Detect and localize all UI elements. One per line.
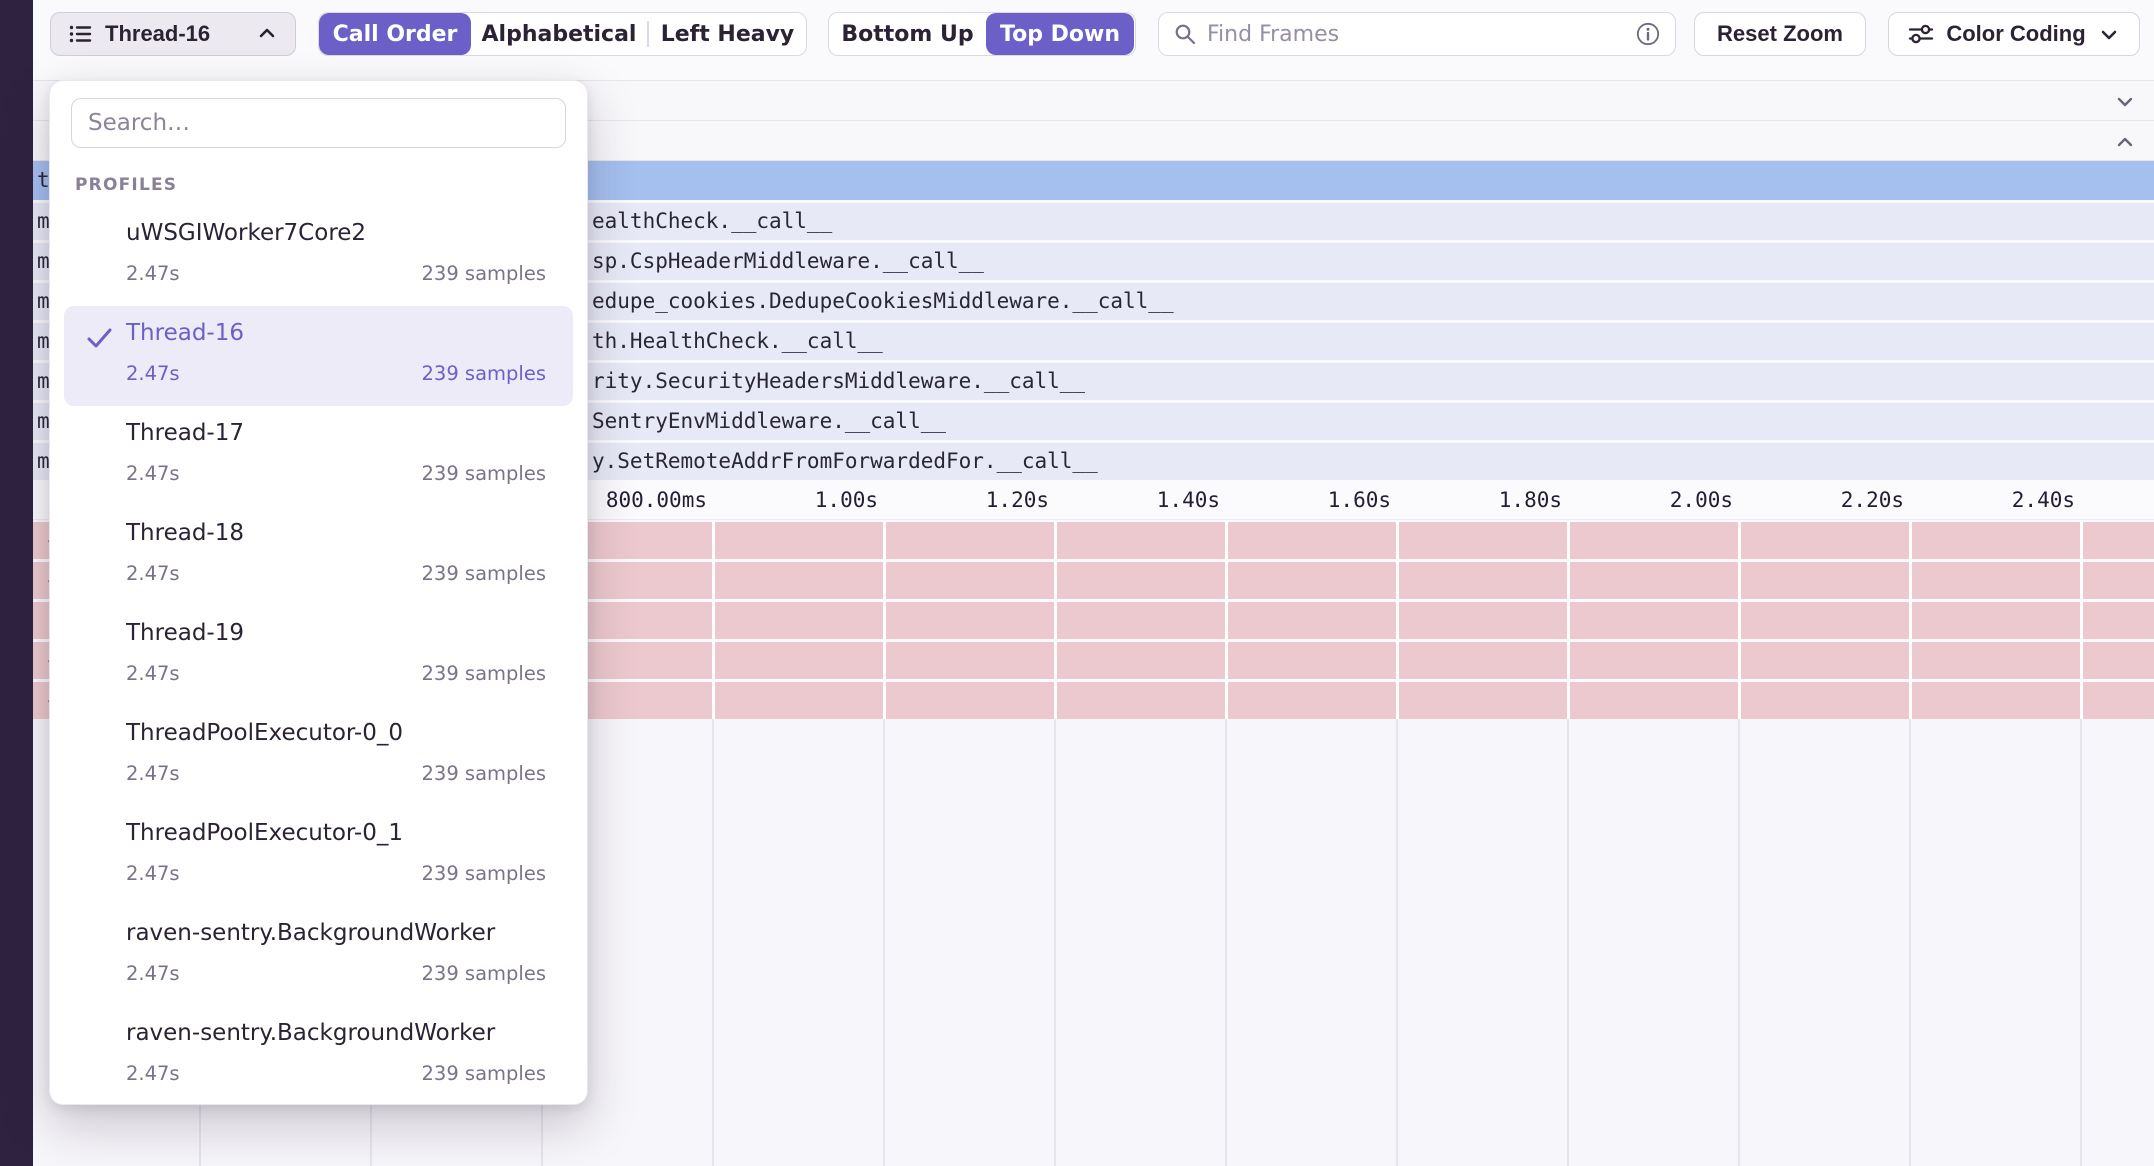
profile-name: Thread-16 <box>126 320 244 346</box>
profile-option[interactable]: raven-sentry.BackgroundWorker 2.47s 239 … <box>64 906 573 1006</box>
time-axis-tick: 1.00s <box>814 488 878 512</box>
profile-name: ThreadPoolExecutor-0_1 <box>126 820 403 846</box>
info-icon[interactable] <box>1635 21 1661 47</box>
frame-label-fragment: m <box>37 449 50 473</box>
profile-duration: 2.47s <box>126 1062 180 1085</box>
profile-samples: 239 samples <box>421 962 546 985</box>
frame-label: edupe_cookies.DedupeCookiesMiddleware.__… <box>592 289 1174 313</box>
time-axis-tick: 800.00ms <box>605 488 707 512</box>
divider <box>647 21 649 47</box>
profile-samples: 239 samples <box>421 1062 546 1085</box>
profile-duration: 2.47s <box>126 562 180 585</box>
profile-name: uWSGIWorker7Core2 <box>126 220 367 246</box>
sort-order-group: Call Order Alphabetical Left Heavy <box>318 12 807 56</box>
profile-duration: 2.47s <box>126 462 180 485</box>
profile-samples: 239 samples <box>421 562 546 585</box>
left-nav-strip <box>0 0 33 1166</box>
frame-label-fragment: m <box>37 329 50 353</box>
frame-label: y.SetRemoteAddrFromForwardedFor.__call__ <box>592 449 1098 473</box>
time-axis-tick: 2.00s <box>1669 488 1733 512</box>
frame-label-fragment: m <box>37 409 50 433</box>
search-icon <box>1173 22 1197 46</box>
frame-label-fragment: m <box>37 249 50 273</box>
time-axis-tick: 1.40s <box>1156 488 1220 512</box>
frame-label-fragment: m <box>37 369 50 393</box>
profile-option[interactable]: Thread-17 2.47s 239 samples <box>64 406 573 506</box>
frame-label: SentryEnvMiddleware.__call__ <box>592 409 947 433</box>
frame-label-fragment: m <box>37 209 50 233</box>
chevron-up-icon[interactable] <box>2112 129 2138 155</box>
profile-samples: 239 samples <box>421 662 546 685</box>
tab-call-order[interactable]: Call Order <box>319 13 471 55</box>
profile-samples: 239 samples <box>421 462 546 485</box>
profile-option[interactable]: Thread-18 2.47s 239 samples <box>64 506 573 606</box>
profile-samples: 239 samples <box>421 262 546 285</box>
profile-name: raven-sentry.BackgroundWorker <box>126 1020 496 1046</box>
profile-duration: 2.47s <box>126 762 180 785</box>
time-axis-tick: 2.40s <box>2011 488 2075 512</box>
time-axis-tick: 1.20s <box>985 488 1049 512</box>
profile-samples: 239 samples <box>421 862 546 885</box>
checkmark-icon <box>83 322 115 354</box>
profile-duration: 2.47s <box>126 962 180 985</box>
profile-duration: 2.47s <box>126 662 180 685</box>
time-axis-tick: 1.80s <box>1498 488 1562 512</box>
time-axis-tick: 1.60s <box>1327 488 1391 512</box>
profile-samples: 239 samples <box>421 362 546 385</box>
frame-label: ealthCheck.__call__ <box>592 209 833 233</box>
color-coding-label: Color Coding <box>1946 21 2086 46</box>
profile-samples: 239 samples <box>421 762 546 785</box>
frame-label-fragment: t <box>37 168 50 192</box>
profile-option[interactable]: Thread-19 2.47s 239 samples <box>64 606 573 706</box>
find-frames-search[interactable] <box>1158 12 1676 56</box>
toolbar: Thread-16 Call Order Alphabetical Left H… <box>33 0 2154 81</box>
time-axis-tick: 2.20s <box>1840 488 1904 512</box>
profile-name: Thread-19 <box>126 620 244 646</box>
chevron-up-icon <box>255 22 279 46</box>
tab-left-heavy[interactable]: Left Heavy <box>649 13 806 55</box>
color-coding-button[interactable]: Color Coding <box>1888 12 2140 56</box>
profile-option[interactable]: ThreadPoolExecutor-0_1 2.47s 239 samples <box>64 806 573 906</box>
frame-label-fragment: m <box>37 289 50 313</box>
tab-top-down[interactable]: Top Down <box>986 13 1134 55</box>
dropdown-search-input[interactable] <box>71 98 566 148</box>
frame-label: rity.SecurityHeadersMiddleware.__call__ <box>592 369 1086 393</box>
profile-name: Thread-18 <box>126 520 244 546</box>
profile-duration: 2.47s <box>126 362 180 385</box>
tab-bottom-up[interactable]: Bottom Up <box>829 13 986 55</box>
profile-duration: 2.47s <box>126 262 180 285</box>
frame-label: th.HealthCheck.__call__ <box>592 329 883 353</box>
profile-name: raven-sentry.BackgroundWorker <box>126 920 496 946</box>
find-frames-input[interactable] <box>1207 21 1625 47</box>
profile-option-selected[interactable]: Thread-16 2.47s 239 samples <box>64 306 573 406</box>
sliders-icon <box>1907 20 1935 48</box>
list-icon <box>67 21 93 47</box>
thread-selector-button[interactable]: Thread-16 <box>50 12 296 56</box>
thread-selector-label: Thread-16 <box>105 21 211 46</box>
profiles-section-label: PROFILES <box>75 175 178 195</box>
profile-option[interactable]: uWSGIWorker7Core2 2.47s 239 samples <box>64 206 573 306</box>
profile-name: ThreadPoolExecutor-0_0 <box>126 720 403 746</box>
profile-duration: 2.47s <box>126 862 180 885</box>
profile-option[interactable]: raven-sentry.BackgroundWorker 2.47s 239 … <box>64 1006 573 1106</box>
tab-alphabetical[interactable]: Alphabetical <box>471 13 647 55</box>
profile-name: Thread-17 <box>126 420 244 446</box>
reset-zoom-button[interactable]: Reset Zoom <box>1694 12 1866 56</box>
profile-selector-dropdown: PROFILES uWSGIWorker7Core2 2.47s 239 sam… <box>49 80 588 1105</box>
profile-option[interactable]: ThreadPoolExecutor-0_0 2.47s 239 samples <box>64 706 573 806</box>
chevron-down-icon <box>2097 22 2121 46</box>
chevron-down-icon[interactable] <box>2112 89 2138 115</box>
frame-label: sp.CspHeaderMiddleware.__call__ <box>592 249 984 273</box>
direction-group: Bottom Up Top Down <box>828 12 1136 56</box>
